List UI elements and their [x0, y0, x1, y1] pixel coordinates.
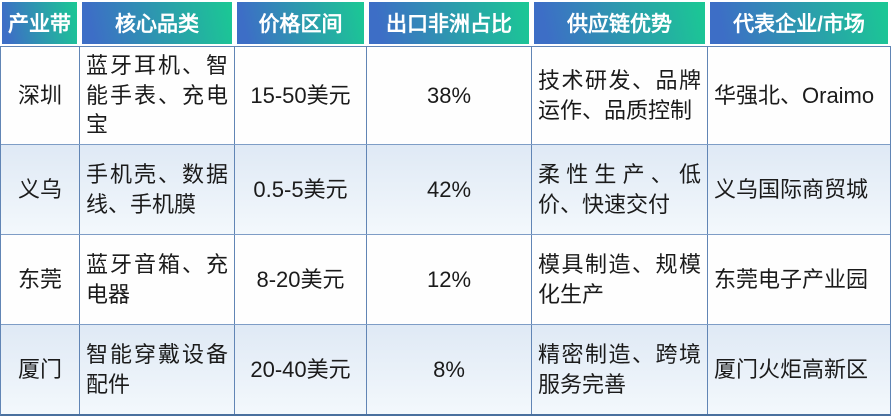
categories-value: 蓝牙耳机、智能手表、充电宝 — [86, 53, 228, 138]
cell-region: 深圳 — [1, 47, 80, 145]
cell-categories: 智能穿戴设备配件 — [80, 325, 235, 415]
table-row-yiwu: 义乌 手机壳、数据线、手机膜 0.5-5美元 42% 柔性生产、低价、快速交付 … — [1, 145, 890, 236]
cell-africa-share: 12% — [367, 235, 532, 325]
header-cell-categories: 核心品类 — [82, 2, 232, 44]
header-label-representative: 代表企业/市场 — [733, 13, 865, 36]
header-label-price: 价格区间 — [258, 13, 343, 36]
cell-representative: 义乌国际商贸城 — [708, 145, 890, 234]
header-cell-africa-share: 出口非洲占比 — [369, 2, 529, 44]
region-value: 东莞 — [17, 266, 62, 292]
header-label-advantages: 供应链优势 — [567, 13, 672, 36]
africa-share-value: 42% — [426, 176, 472, 202]
advantages-value: 柔性生产、低价、快速交付 — [538, 161, 701, 217]
table-header-row: 产业带 核心品类 价格区间 出口非洲占比 供应链优势 代表企业/市场 — [0, 0, 891, 46]
cell-categories: 蓝牙耳机、智能手表、充电宝 — [80, 47, 235, 145]
cell-representative: 华强北、Oraimo — [708, 47, 890, 144]
price-value: 20-40美元 — [250, 356, 351, 382]
cell-categories: 手机壳、数据线、手机膜 — [80, 145, 235, 235]
header-cell-representative: 代表企业/市场 — [710, 2, 888, 44]
price-value: 8-20美元 — [256, 266, 345, 292]
header-cell-price: 价格区间 — [237, 2, 364, 44]
header-cell-advantages: 供应链优势 — [534, 2, 705, 44]
africa-share-value: 8% — [433, 356, 465, 382]
region-value: 深圳 — [17, 82, 62, 108]
table-row-shenzhen: 深圳 蓝牙耳机、智能手表、充电宝 15-50美元 38% 技术研发、品牌运作、品… — [1, 47, 890, 146]
cell-categories: 蓝牙音箱、充电器 — [80, 235, 235, 325]
categories-value: 蓝牙音箱、充电器 — [86, 251, 228, 307]
cell-africa-share: 8% — [367, 325, 532, 415]
region-value: 义乌 — [17, 176, 62, 202]
advantages-value: 技术研发、品牌运作、品质控制 — [538, 67, 701, 123]
cell-price: 20-40美元 — [235, 325, 367, 415]
categories-value: 手机壳、数据线、手机膜 — [86, 161, 228, 217]
cell-advantages: 精密制造、跨境服务完善 — [532, 325, 708, 415]
representative-value: 华强北、Oraimo — [714, 82, 875, 108]
header-label-categories: 核心品类 — [115, 13, 199, 36]
cell-price: 15-50美元 — [235, 47, 367, 145]
advantages-value: 精密制造、跨境服务完善 — [538, 341, 701, 397]
representative-value: 东莞电子产业园 — [714, 266, 869, 292]
cell-advantages: 模具制造、规模化生产 — [532, 235, 708, 325]
table-body: 深圳 蓝牙耳机、智能手表、充电宝 15-50美元 38% 技术研发、品牌运作、品… — [0, 46, 891, 416]
categories-value: 智能穿戴设备配件 — [86, 341, 228, 397]
cell-advantages: 技术研发、品牌运作、品质控制 — [532, 47, 708, 145]
region-value: 厦门 — [17, 356, 62, 382]
header-cell-region: 产业带 — [2, 2, 77, 44]
cell-representative: 厦门火炬高新区 — [708, 325, 890, 414]
cell-region: 东莞 — [1, 235, 80, 325]
price-value: 15-50美元 — [250, 82, 351, 108]
cell-representative: 东莞电子产业园 — [708, 235, 890, 324]
cell-region: 厦门 — [1, 325, 80, 415]
cell-price: 0.5-5美元 — [235, 145, 367, 235]
cell-africa-share: 38% — [367, 47, 532, 145]
header-label-region: 产业带 — [8, 13, 71, 36]
cell-price: 8-20美元 — [235, 235, 367, 325]
representative-value: 义乌国际商贸城 — [714, 176, 869, 202]
cell-africa-share: 42% — [367, 145, 532, 235]
table-row-dongguan: 东莞 蓝牙音箱、充电器 8-20美元 12% 模具制造、规模化生产 东莞电子产业… — [1, 235, 890, 326]
africa-share-value: 12% — [426, 266, 472, 292]
advantages-value: 模具制造、规模化生产 — [538, 251, 701, 307]
price-value: 0.5-5美元 — [253, 176, 348, 202]
header-label-africa-share: 出口非洲占比 — [386, 13, 512, 36]
cell-region: 义乌 — [1, 145, 80, 235]
africa-share-value: 38% — [426, 82, 472, 108]
representative-value: 厦门火炬高新区 — [714, 356, 869, 382]
table-row-xiamen: 厦门 智能穿戴设备配件 20-40美元 8% 精密制造、跨境服务完善 厦门火炬高… — [1, 325, 890, 415]
cell-advantages: 柔性生产、低价、快速交付 — [532, 145, 708, 235]
